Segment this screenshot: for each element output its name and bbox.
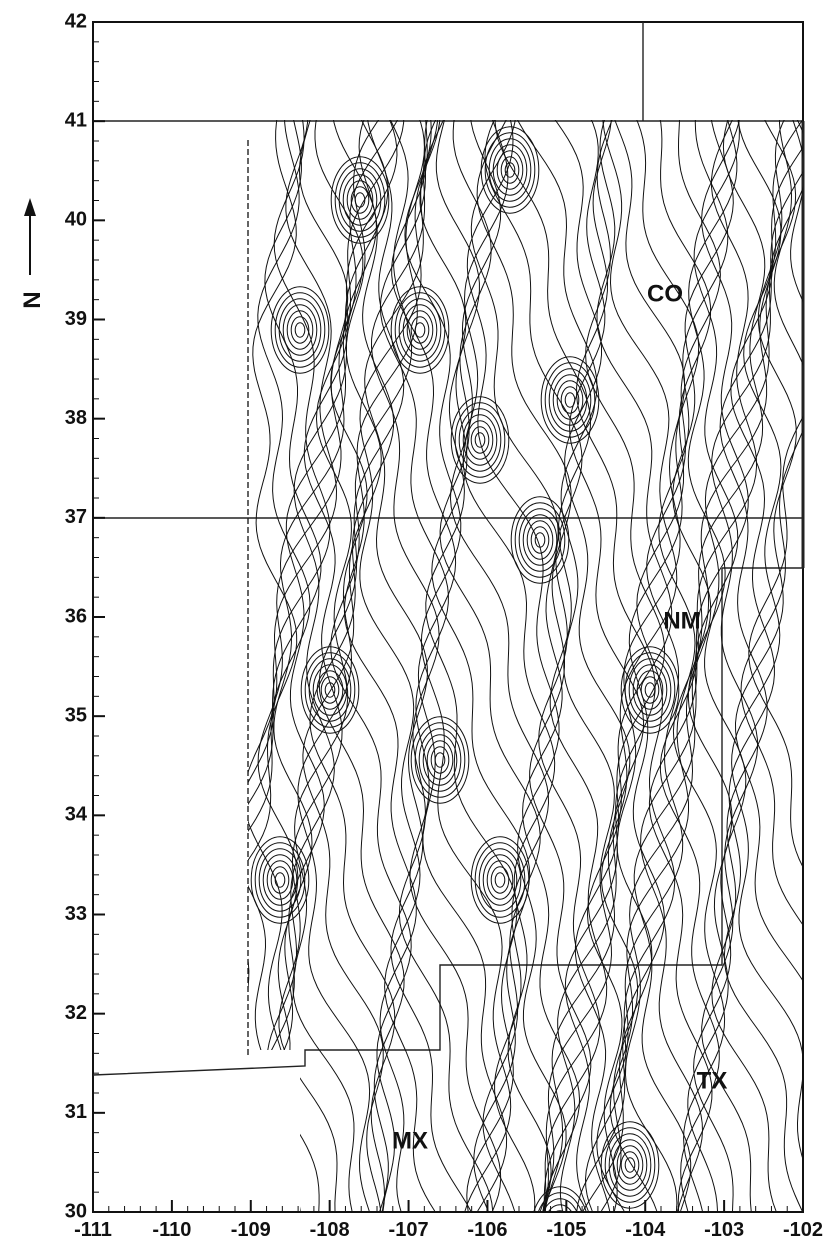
x-tick-label: -111 <box>74 1219 112 1241</box>
region-label: NM <box>663 607 700 634</box>
y-tick-label: 31 <box>65 1101 87 1123</box>
contour-ring <box>391 287 449 373</box>
contour-ring <box>291 317 309 343</box>
contour-ring <box>259 849 301 911</box>
contour-ring <box>399 299 441 361</box>
contour-line <box>432 115 530 1211</box>
x-tick-label: -108 <box>310 1219 350 1241</box>
contour-ring <box>431 747 449 773</box>
contour-ring <box>411 717 469 803</box>
contour-line <box>724 115 821 1211</box>
region-label: CO <box>647 280 683 307</box>
y-tick-label: 33 <box>65 903 87 925</box>
arrow-head <box>24 198 36 216</box>
contour-ring <box>561 387 579 413</box>
contour-ring <box>565 393 575 407</box>
contour-ring <box>403 305 437 355</box>
north-arrow: N <box>18 198 45 309</box>
contour-ring <box>535 533 545 547</box>
contour-ring <box>275 293 325 367</box>
contour-line <box>440 115 540 1211</box>
contour-ring <box>523 515 557 565</box>
contour-ring <box>489 139 531 201</box>
contour-ring <box>335 163 385 237</box>
contour-ring <box>271 867 289 893</box>
contour-ring <box>605 1128 655 1202</box>
y-tick-label: 32 <box>65 1002 87 1024</box>
x-tick-label: -110 <box>152 1219 191 1241</box>
contour-ring <box>331 157 389 243</box>
contour-ring <box>609 1134 651 1196</box>
contour-ring <box>495 873 505 887</box>
contour-ring <box>295 323 305 337</box>
contour-line <box>319 115 404 1211</box>
x-tick-label: -102 <box>783 1219 823 1241</box>
contour-ring <box>485 133 535 207</box>
contour-ring <box>471 837 529 923</box>
contour-line <box>293 115 404 1211</box>
contour-line <box>736 115 824 1211</box>
contour-ring <box>641 677 659 703</box>
x-tick-label: -104 <box>625 1219 666 1241</box>
contour-line <box>221 115 321 1211</box>
y-tick-label: 40 <box>65 209 87 231</box>
contour-ring <box>625 653 675 727</box>
contour-line <box>558 115 644 1211</box>
contour-ring <box>415 723 465 797</box>
contour-ring <box>415 323 425 337</box>
y-tick-label: 30 <box>65 1200 87 1222</box>
contour-ring <box>321 677 339 703</box>
y-tick-label: 35 <box>65 704 87 726</box>
x-tick-label: -107 <box>389 1219 429 1241</box>
contour-line <box>451 115 549 1211</box>
contour-ring <box>613 1140 647 1190</box>
contour-ring <box>481 127 539 213</box>
contour-ring <box>313 665 347 715</box>
x-tick-label: -103 <box>704 1219 744 1241</box>
y-tick-label: 42 <box>65 10 87 32</box>
x-tick-label: -105 <box>546 1219 586 1241</box>
contour-ring <box>251 837 309 923</box>
x-tick-label: -106 <box>467 1219 507 1241</box>
contour-ring <box>625 1158 635 1172</box>
boundaries <box>93 22 803 1075</box>
y-tick-label: 36 <box>65 605 87 627</box>
contour-ring <box>493 145 527 195</box>
contour-ring <box>325 683 335 697</box>
contour-ring <box>275 873 285 887</box>
contour-ring <box>511 497 569 583</box>
contour-ring <box>601 1122 659 1208</box>
region-label: MX <box>392 1127 428 1154</box>
contour-ring <box>279 299 321 361</box>
contour-ring <box>351 187 369 213</box>
y-tick-label: 41 <box>65 109 87 131</box>
contour-line <box>365 115 471 1211</box>
y-tick-label: 39 <box>65 308 87 330</box>
contour-ring <box>621 1152 639 1178</box>
contour-line <box>545 115 630 1211</box>
contours <box>206 115 824 1251</box>
contour-line <box>732 115 820 1211</box>
y-tick-label: 38 <box>65 407 87 429</box>
region-label: TX <box>697 1067 728 1094</box>
contour-line <box>741 115 824 1211</box>
contour-line <box>694 115 796 1211</box>
y-tick-label: 37 <box>65 506 87 528</box>
y-tick-label: 34 <box>65 804 88 826</box>
x-tick-label: -109 <box>231 1219 271 1241</box>
contour-line <box>392 115 507 1211</box>
contour-line <box>673 115 764 1211</box>
contour-line <box>477 115 591 1211</box>
north-label: N <box>18 291 45 308</box>
contour-line <box>495 115 607 1211</box>
contour-ring <box>491 867 509 893</box>
contour-ring <box>355 193 365 207</box>
contour-ring <box>475 843 525 917</box>
contour-line <box>331 115 412 1211</box>
